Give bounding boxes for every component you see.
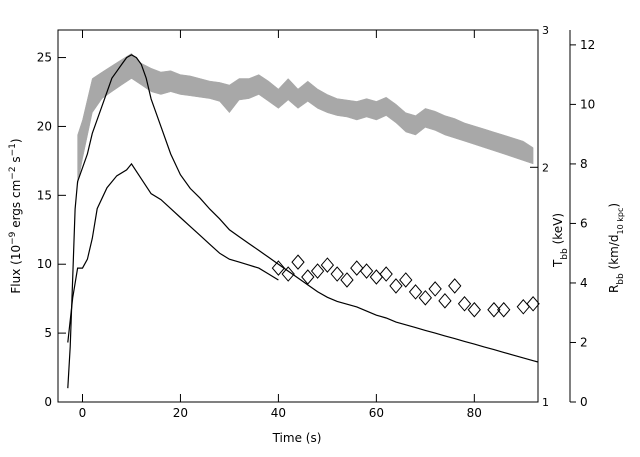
y-tick-label: 15	[37, 188, 52, 202]
radius-diamond-marker	[408, 284, 423, 300]
temperature-tick-label: 3	[542, 24, 549, 37]
radius-diamond-marker	[418, 290, 433, 306]
temperature-axis-ticks: 1 2 3	[530, 24, 549, 409]
radius-diamond-marker	[399, 272, 413, 288]
temperature-tick-label: 2	[542, 161, 549, 174]
radius-diamond-marker	[448, 278, 462, 294]
temperature-band	[77, 53, 534, 185]
radius-diamond-marker	[330, 266, 344, 282]
temperature-axis-title: Tbb (keV)	[551, 213, 570, 268]
radius-diamond-marker	[291, 254, 305, 270]
x-tick-label: 20	[173, 406, 188, 420]
radius-diamond-marker	[457, 296, 472, 312]
radius-tick-label: 0	[580, 395, 588, 409]
radius-diamond-marker	[340, 272, 354, 288]
radius-diamond-marker	[310, 263, 325, 279]
radius-tick-label: 4	[580, 276, 588, 290]
x-tick-label: 60	[369, 406, 384, 420]
radius-diamond-marker	[320, 257, 335, 273]
radius-tick-label: 12	[580, 38, 595, 52]
radius-diamond-marker	[379, 266, 393, 282]
radius-diamond-marker	[389, 278, 403, 294]
diamond-layer	[271, 254, 540, 318]
radius-diamond-marker	[281, 266, 295, 282]
radius-axis-ticks: 0 2 4 6 8 10 12	[570, 38, 595, 409]
radius-tick-label: 6	[580, 216, 588, 230]
x-axis-ticks: 0 20 40 60 80	[79, 30, 482, 420]
y-axis-title: Flux (10−9 ergs cm−2 s−1)	[8, 138, 23, 293]
radius-diamond-marker	[516, 298, 530, 315]
radius-diamond-marker	[271, 260, 286, 276]
series-line-layer	[67, 54, 539, 389]
flux-line	[67, 54, 539, 389]
y-tick-label: 10	[37, 257, 52, 271]
radius-diamond-marker	[359, 263, 374, 279]
x-tick-label: 0	[79, 406, 87, 420]
radius-diamond-marker	[487, 301, 501, 318]
radius-diamond-marker	[350, 260, 364, 276]
y-tick-label: 0	[44, 395, 52, 409]
temperature-tick-label: 1	[542, 396, 549, 409]
y-tick-label: 20	[37, 119, 52, 133]
plot-frame	[57, 29, 539, 403]
radius-tick-label: 8	[580, 157, 588, 171]
radius-tick-label: 10	[580, 97, 595, 111]
radius-diamond-marker	[497, 301, 511, 318]
y-tick-label: 5	[44, 326, 52, 340]
radius-tick-label: 2	[580, 335, 588, 349]
radius-diamond-marker	[438, 293, 452, 309]
radius-diamond-marker	[526, 296, 540, 312]
radius-line	[67, 162, 279, 343]
radius-diamond-marker	[428, 281, 442, 297]
y-axis-ticks: 0 5 10 15 20 25	[37, 51, 66, 409]
x-tick-label: 80	[467, 406, 482, 420]
y-tick-label: 25	[37, 51, 52, 65]
x-axis-title: Time (s)	[272, 431, 322, 445]
x-tick-label: 40	[271, 406, 286, 420]
radius-axis-title: Rbb (km/d10 kpc)	[607, 203, 626, 293]
radius-diamond-marker	[467, 301, 481, 318]
temperature-band-layer	[77, 53, 534, 185]
radius-diamond-marker	[301, 269, 315, 285]
